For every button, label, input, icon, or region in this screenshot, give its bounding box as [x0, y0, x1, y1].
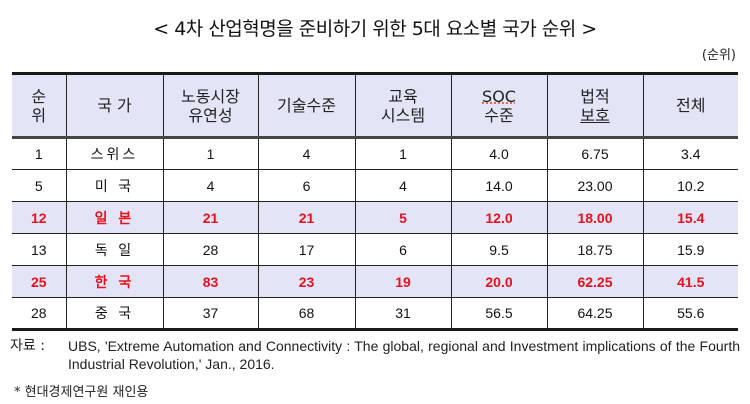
- cell-country: 한 국: [65, 265, 164, 298]
- cell-edu: 5: [354, 201, 452, 234]
- cell-total: 15.4: [642, 201, 738, 234]
- header-education: 교육 시스템: [354, 73, 452, 139]
- table-row: 25 한 국 83 23 19 20.0 62.25 41.5: [12, 265, 738, 298]
- cell-edu: 6: [354, 233, 452, 266]
- source-label: 자료 :: [10, 338, 45, 354]
- cell-labor: 21: [162, 201, 259, 234]
- cell-tech: 23: [257, 265, 356, 298]
- source-citation: 자료 : UBS, 'Extreme Automation and Connec…: [10, 337, 740, 373]
- cell-total: 15.9: [642, 233, 738, 266]
- cell-legal: 18.75: [546, 233, 644, 266]
- cell-tech: 68: [257, 297, 356, 330]
- cell-tech: 17: [257, 233, 356, 266]
- cell-soc: 12.0: [450, 201, 548, 234]
- cell-soc: 56.5: [450, 297, 548, 330]
- cell-rank: 1: [12, 137, 67, 170]
- cell-edu: 1: [354, 137, 452, 170]
- cell-soc: 4.0: [450, 137, 548, 170]
- cell-rank: 28: [12, 297, 67, 330]
- cell-edu: 4: [354, 169, 452, 202]
- table-row: 1 스위스 1 4 1 4.0 6.75 3.4: [12, 137, 738, 170]
- cell-labor: 4: [162, 169, 259, 202]
- cell-tech: 4: [257, 137, 356, 170]
- cell-soc: 20.0: [450, 265, 548, 298]
- cell-total: 55.6: [642, 297, 738, 330]
- cell-country: 미 국: [65, 169, 164, 202]
- header-tech-level: 기술수준: [257, 73, 356, 139]
- header-total: 전체: [642, 73, 738, 139]
- cell-legal: 64.25: [546, 297, 644, 330]
- cell-rank: 5: [12, 169, 67, 202]
- cell-country: 스위스: [65, 137, 164, 170]
- footnote: * 현대경제연구원 재인용: [14, 385, 149, 400]
- cell-total: 3.4: [642, 137, 738, 170]
- cell-legal: 23.00: [546, 169, 644, 202]
- table-row: 13 독 일 28 17 6 9.5 18.75 15.9: [12, 233, 738, 266]
- cell-total: 10.2: [642, 169, 738, 202]
- table-row: 28 중 국 37 68 31 56.5 64.25 55.6: [12, 297, 738, 330]
- cell-country: 일 본: [65, 201, 164, 234]
- cell-legal: 62.25: [546, 265, 644, 298]
- source-text: UBS, 'Extreme Automation and Connectivit…: [68, 338, 740, 372]
- cell-tech: 21: [257, 201, 356, 234]
- header-legal-protection: 법적 보호: [546, 73, 644, 139]
- cell-soc: 9.5: [450, 233, 548, 266]
- cell-total: 41.5: [642, 265, 738, 298]
- cell-soc: 14.0: [450, 169, 548, 202]
- table-title: < 4차 산업혁명을 준비하기 위한 5대 요소별 국가 순위 >: [153, 18, 597, 40]
- cell-rank: 12: [12, 201, 67, 234]
- cell-country: 중 국: [65, 297, 164, 330]
- cell-rank: 25: [12, 265, 67, 298]
- cell-edu: 31: [354, 297, 452, 330]
- cell-rank: 13: [12, 233, 67, 266]
- table-row: 12 일 본 21 21 5 12.0 18.00 15.4: [12, 201, 738, 234]
- header-soc: SOC 수준: [450, 73, 548, 139]
- header-country: 국 가: [65, 73, 164, 139]
- cell-labor: 28: [162, 233, 259, 266]
- unit-label: (순위): [701, 48, 736, 63]
- header-labor-flexibility: 노동시장 유연성: [162, 73, 259, 139]
- cell-legal: 6.75: [546, 137, 644, 170]
- cell-labor: 83: [162, 265, 259, 298]
- cell-tech: 6: [257, 169, 356, 202]
- cell-legal: 18.00: [546, 201, 644, 234]
- cell-edu: 19: [354, 265, 452, 298]
- cell-labor: 37: [162, 297, 259, 330]
- cell-labor: 1: [162, 137, 259, 170]
- cell-country: 독 일: [65, 233, 164, 266]
